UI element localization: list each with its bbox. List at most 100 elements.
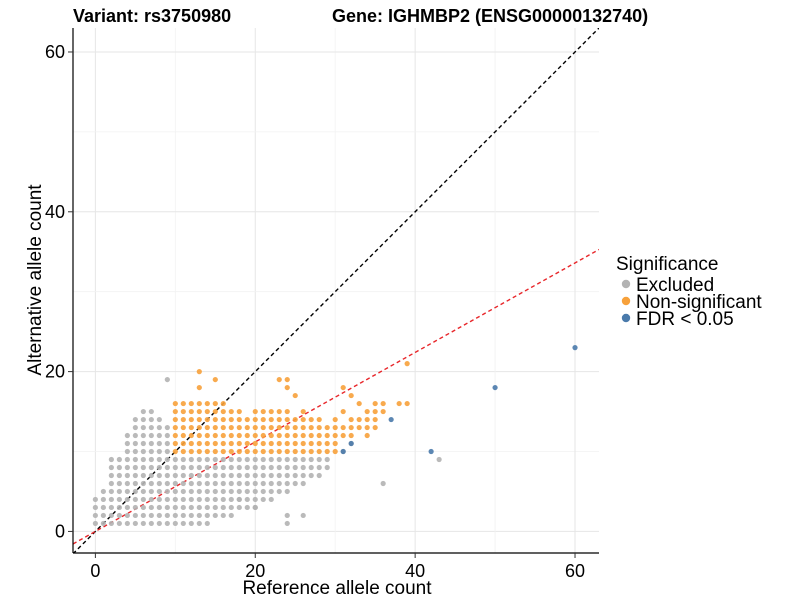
data-point [188, 448, 194, 455]
data-point [140, 496, 146, 503]
data-point [284, 408, 290, 415]
data-point [132, 456, 138, 463]
data-point [268, 408, 274, 415]
data-point [140, 408, 146, 415]
data-point [244, 416, 250, 423]
data-point [340, 408, 346, 415]
data-point [300, 416, 306, 423]
reference-line-black-diagonal [73, 28, 599, 553]
data-point [316, 416, 322, 423]
data-point [116, 520, 122, 527]
data-point [252, 464, 258, 471]
data-point [132, 520, 138, 527]
data-point [292, 440, 298, 447]
data-point [268, 472, 274, 479]
data-point [284, 488, 290, 495]
data-point [236, 472, 242, 479]
data-point [172, 512, 178, 519]
data-point [236, 504, 242, 511]
data-point [180, 400, 186, 407]
data-point [228, 448, 234, 455]
data-point [196, 408, 202, 415]
data-point [148, 416, 154, 423]
data-point [228, 512, 234, 519]
data-point [124, 520, 130, 527]
data-point [284, 384, 290, 391]
data-point [572, 345, 578, 351]
data-point [116, 472, 122, 479]
data-point [220, 496, 226, 503]
data-point [284, 432, 290, 439]
data-point [100, 496, 106, 503]
data-point [228, 416, 234, 423]
data-point [148, 496, 154, 503]
data-point [340, 384, 346, 391]
data-point [156, 480, 162, 487]
data-point [236, 424, 242, 431]
data-point [212, 472, 218, 479]
legend: Significance ExcludedNon-significantFDR … [616, 254, 762, 330]
data-point [220, 488, 226, 495]
data-point [132, 440, 138, 447]
data-point [244, 488, 250, 495]
data-point [364, 432, 370, 439]
data-point [204, 440, 210, 447]
data-point [124, 480, 130, 487]
data-point [212, 416, 218, 423]
y-tick-label: 0 [55, 521, 65, 541]
data-point [164, 448, 170, 455]
data-point [188, 512, 194, 519]
data-point [324, 464, 330, 471]
data-point [228, 472, 234, 479]
data-point [244, 448, 250, 455]
data-point [284, 440, 290, 447]
x-tick-label: 60 [565, 561, 585, 581]
data-point [332, 432, 338, 439]
data-point [140, 504, 146, 511]
data-point [148, 480, 154, 487]
data-point [260, 472, 266, 479]
data-point [164, 440, 170, 447]
data-point [180, 424, 186, 431]
data-point [220, 416, 226, 423]
legend-label: Non-significant [636, 292, 762, 313]
data-point [236, 416, 242, 423]
data-point [212, 440, 218, 447]
data-point [284, 456, 290, 463]
data-point [196, 400, 202, 407]
data-point [404, 400, 410, 407]
data-point [116, 480, 122, 487]
data-point [300, 424, 306, 431]
data-point [108, 520, 114, 527]
data-point [252, 472, 258, 479]
data-point [132, 448, 138, 455]
data-point [196, 496, 202, 503]
data-point [116, 456, 122, 463]
data-point [148, 504, 154, 511]
data-point [124, 488, 130, 495]
data-point [252, 440, 258, 447]
data-point [284, 480, 290, 487]
y-tick-label: 60 [45, 42, 65, 62]
data-point [140, 472, 146, 479]
data-point [140, 480, 146, 487]
data-point [220, 464, 226, 471]
data-point [364, 416, 370, 423]
data-point [212, 464, 218, 471]
data-point [300, 472, 306, 479]
data-point [132, 496, 138, 503]
data-point [292, 424, 298, 431]
data-point [180, 504, 186, 511]
y-axis-label: Alternative allele count [25, 184, 46, 376]
data-point [140, 424, 146, 431]
data-point [148, 456, 154, 463]
data-point [308, 424, 314, 431]
data-point [164, 456, 170, 463]
data-point [148, 424, 154, 431]
data-point [172, 480, 178, 487]
data-point [188, 520, 194, 527]
data-point [180, 408, 186, 415]
data-point [92, 520, 98, 527]
data-point [172, 488, 178, 495]
data-point [324, 432, 330, 439]
